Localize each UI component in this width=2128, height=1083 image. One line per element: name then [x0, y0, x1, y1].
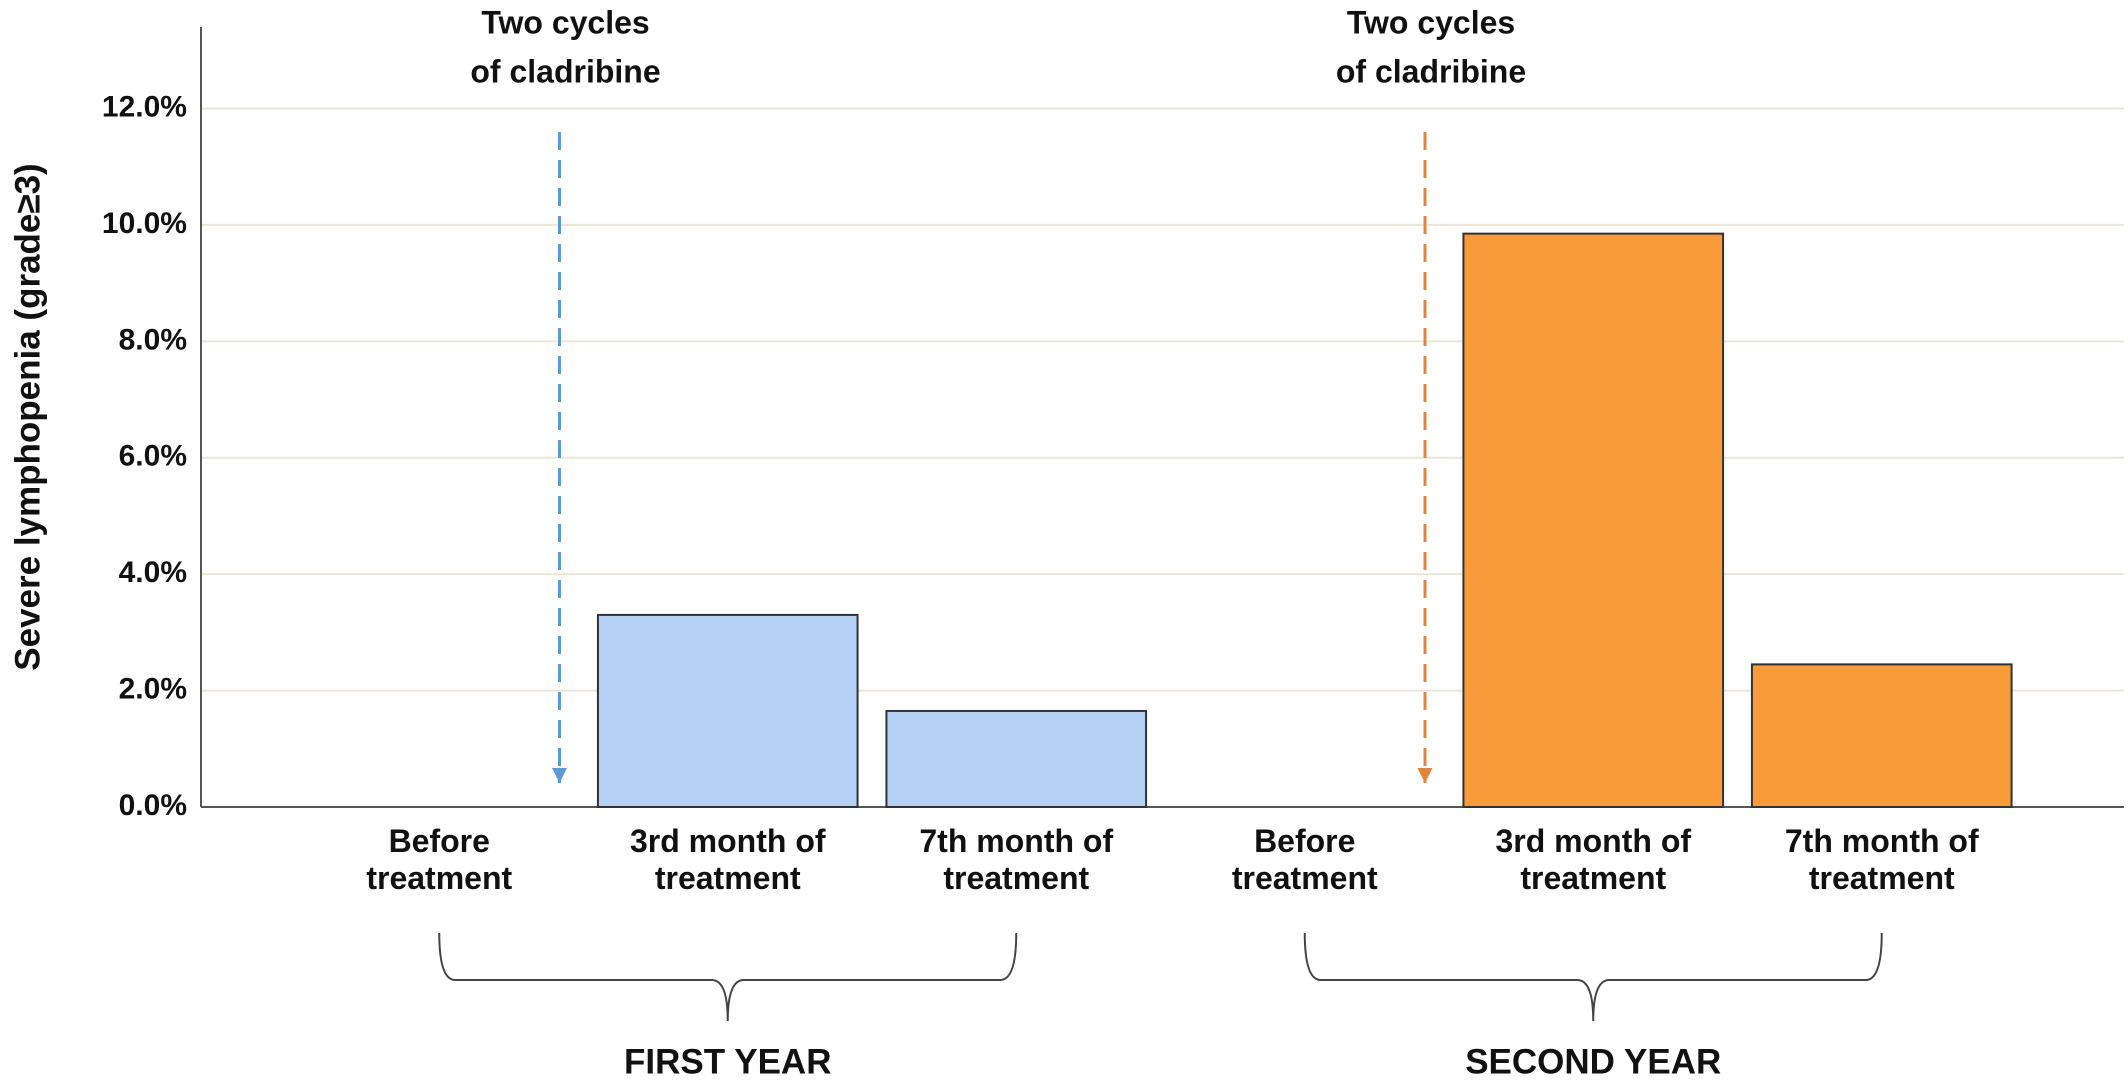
bar [596, 613, 859, 809]
y-tick-label: 8.0% [119, 323, 187, 356]
x-tick-label-line: Before [1254, 823, 1355, 859]
annotation: of cladribine [470, 53, 660, 89]
x-tick-label-line: treatment [1520, 860, 1666, 896]
annotation: of cladribine [1336, 53, 1526, 89]
x-tick-label-line: treatment [655, 860, 801, 896]
x-tick-label-line: 7th month of [919, 823, 1113, 859]
x-tick-label-line: treatment [366, 860, 512, 896]
x-tick-label-line: treatment [1809, 860, 1955, 896]
x-tick-label: 3rd month of treatment [1495, 823, 1691, 896]
x-tick-label-line: treatment [1232, 860, 1378, 896]
group-label: SECOND YEAR [1465, 1042, 1721, 1081]
x-tick-label: 7th month of treatment [919, 823, 1113, 896]
y-tick-label: 10.0% [102, 207, 187, 240]
x-tick-label-line: 3rd month of [1495, 823, 1691, 859]
y-tick-label: 0.0% [119, 789, 187, 822]
x-tick-label-line: Before [389, 823, 490, 859]
x-tick-label: 3rd month of treatment [630, 823, 826, 896]
group-label: FIRST YEAR [624, 1042, 831, 1081]
bar [1462, 232, 1725, 808]
x-tick-label: Before treatment [1232, 823, 1378, 896]
y-tick-label: 4.0% [119, 556, 187, 589]
x-tick-label-line: 3rd month of [630, 823, 826, 859]
brace [1303, 932, 1883, 1022]
y-tick-label: 12.0% [102, 90, 187, 123]
annotation: Two cycles [1347, 4, 1515, 40]
y-axis-title: Severe lymphopenia (grade≥3) [8, 163, 47, 670]
x-tick-label-line: 7th month of [1785, 823, 1979, 859]
x-tick-label: Before treatment [366, 823, 512, 896]
annotation: Two cycles [481, 4, 649, 40]
y-tick-label: 2.0% [119, 673, 187, 706]
bar [885, 709, 1148, 808]
bar [1750, 663, 2013, 808]
y-tick-label: 6.0% [119, 440, 187, 473]
x-tick-label-line: treatment [943, 860, 1089, 896]
brace [438, 932, 1018, 1022]
x-tick-label: 7th month of treatment [1785, 823, 1979, 896]
